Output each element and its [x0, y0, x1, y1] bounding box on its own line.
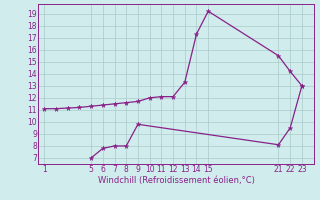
- X-axis label: Windchill (Refroidissement éolien,°C): Windchill (Refroidissement éolien,°C): [98, 176, 254, 185]
